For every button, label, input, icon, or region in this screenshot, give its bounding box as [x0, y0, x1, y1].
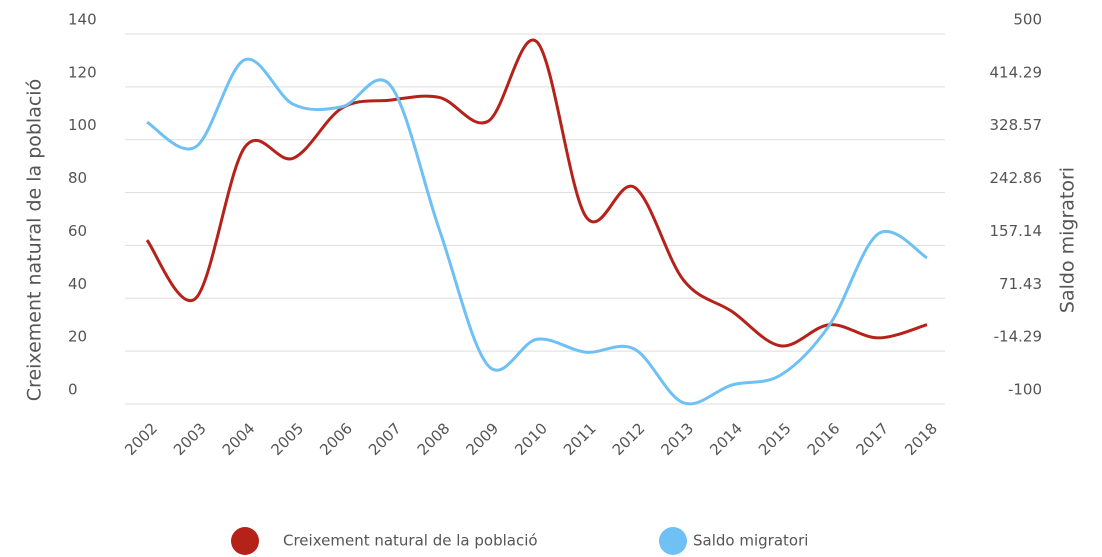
y2-tick-label: 414.29 — [990, 63, 1043, 81]
y2-tick-label: 71.43 — [999, 275, 1042, 293]
x-tick-label: 2011 — [560, 419, 600, 459]
y2-tick-label: 157.14 — [990, 222, 1043, 240]
x-tick-label: 2015 — [755, 419, 795, 459]
y-tick-label: 60 — [68, 222, 87, 240]
x-tick-label: 2007 — [365, 419, 405, 459]
x-tick-label: 2014 — [706, 419, 746, 459]
x-tick-label: 2018 — [901, 419, 941, 459]
x-tick-label: 2008 — [414, 419, 454, 459]
y2-axis-title: Saldo migratori — [1057, 167, 1079, 313]
x-tick-label: 2013 — [658, 419, 698, 459]
y2-tick-label: -100 — [1008, 381, 1042, 399]
y-tick-label: 140 — [68, 11, 97, 29]
y2-tick-label: 328.57 — [990, 116, 1043, 134]
x-tick-label: 2006 — [316, 419, 356, 459]
x-tick-label: 2009 — [463, 419, 503, 459]
y-tick-label: 120 — [68, 63, 97, 81]
y-tick-label: 0 — [68, 381, 78, 399]
x-tick-label: 2010 — [511, 419, 551, 459]
x-tick-label: 2003 — [170, 419, 210, 459]
y-tick-label: 20 — [68, 328, 87, 346]
x-tick-label: 2017 — [853, 419, 893, 459]
series-line — [146, 57, 928, 406]
legend-swatch — [231, 527, 259, 555]
y-tick-label: 100 — [68, 116, 97, 134]
y-axis-title: Creixement natural de la població — [24, 79, 46, 401]
x-tick-label: 2016 — [804, 419, 844, 459]
y-tick-label: 80 — [68, 169, 87, 187]
x-tick-label: 2005 — [268, 419, 308, 459]
legend-label: Saldo migratori — [693, 532, 808, 550]
y2-tick-label: 500 — [1013, 11, 1042, 29]
y2-tick-label: -14.29 — [994, 328, 1042, 346]
x-tick-label: 2004 — [219, 419, 259, 459]
x-tick-label: 2012 — [609, 419, 649, 459]
y-tick-label: 40 — [68, 275, 87, 293]
y2-tick-label: 242.86 — [990, 169, 1043, 187]
x-tick-label: 2002 — [121, 419, 161, 459]
series-line — [145, 38, 928, 348]
legend-label: Creixement natural de la població — [283, 532, 538, 550]
legend-swatch — [659, 527, 687, 555]
